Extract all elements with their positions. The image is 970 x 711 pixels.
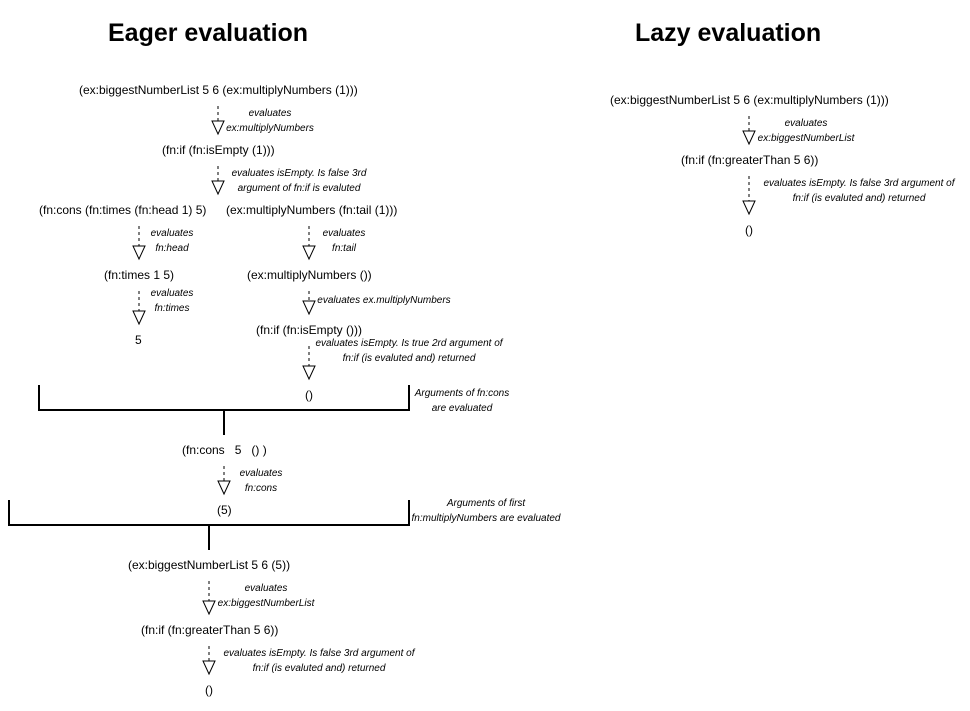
bracket-fn-cons-note-line-2: are evaluated: [431, 403, 493, 414]
eager-expr-11: (): [205, 683, 213, 697]
eager-note-5b-line-2: fn:if (is evaluted and) returned: [342, 353, 476, 364]
arrow-lazy-1: [742, 116, 756, 146]
eager-note-2: evaluates isEmpty. Is false 3rd argument…: [227, 166, 371, 196]
lazy-note-2: evaluates isEmpty. Is false 3rd argument…: [760, 176, 958, 206]
bracket-multiply-numbers-arguments: [8, 500, 410, 550]
eager-expr-4a: (fn:times 1 5): [104, 268, 175, 282]
eager-note-3a: evaluates fn:head: [146, 226, 198, 256]
eager-expr-5a: 5: [135, 333, 142, 347]
arrow-eager-3b: [302, 226, 316, 261]
eager-note-7: evaluates fn:cons: [236, 466, 286, 496]
eager-note-1-line-2: ex:multiplyNumbers: [226, 123, 314, 134]
eager-note-3a-line-1: evaluates: [150, 228, 194, 239]
eager-note-1: evaluates ex:multiplyNumbers: [218, 106, 322, 136]
arrow-eager-3a: [132, 226, 146, 261]
eager-note-4a-line-1: evaluates: [150, 288, 194, 299]
bracket-multiply-numbers-note-line-2: fn:multiplyNumbers are evaluated: [411, 513, 561, 524]
lazy-expr-2: (fn:if (fn:greaterThan 5 6)): [681, 153, 819, 167]
arrow-eager-9: [202, 581, 216, 616]
eager-note-10: evaluates isEmpty. Is false 3rd argument…: [221, 646, 417, 676]
lazy-note-1-line-2: ex:biggestNumberList: [757, 133, 855, 144]
arrow-eager-7: [217, 466, 231, 496]
arrow-eager-10: [202, 646, 216, 676]
arrow-eager-2: [211, 166, 225, 196]
eager-expr-3b: (ex:multiplyNumbers (fn:tail (1))): [226, 203, 398, 217]
bracket-fn-cons-note: Arguments of fn:cons are evaluated: [412, 386, 512, 416]
bracket-fn-cons-note-line-1: Arguments of fn:cons: [414, 388, 510, 399]
eager-note-3b-line-1: evaluates: [322, 228, 366, 239]
eager-note-4a-line-2: fn:times: [154, 303, 190, 314]
eager-note-3b: evaluates fn:tail: [318, 226, 370, 256]
eager-note-9-line-1: evaluates: [244, 583, 288, 594]
eager-note-1-line-1: evaluates: [248, 108, 292, 119]
eager-note-9-line-2: ex:biggestNumberList: [217, 598, 315, 609]
eager-expr-6b: (): [305, 388, 313, 402]
title-eager: Eager evaluation: [108, 19, 309, 47]
eager-note-5b: evaluates isEmpty. Is true 2rd argument …: [314, 336, 504, 366]
lazy-note-1: evaluates ex:biggestNumberList: [756, 116, 856, 146]
eager-note-4a: evaluates fn:times: [146, 286, 198, 316]
eager-expr-8: (5): [217, 503, 232, 517]
eager-note-7-line-1: evaluates: [239, 468, 283, 479]
bracket-multiply-numbers-note: Arguments of first fn:multiplyNumbers ar…: [411, 496, 561, 526]
arrow-eager-5b: [302, 346, 316, 381]
eager-expr-5b: (fn:if (fn:isEmpty ())): [256, 323, 363, 337]
eager-note-9: evaluates ex:biggestNumberList: [216, 581, 316, 611]
eager-expr-2: (fn:if (fn:isEmpty (1))): [162, 143, 275, 157]
eager-note-4b-line-1: evaluates ex.multiplyNumbers: [317, 295, 451, 306]
eager-note-10-line-1: evaluates isEmpty. Is false 3rd argument…: [223, 648, 415, 659]
eager-note-5b-line-1: evaluates isEmpty. Is true 2rd argument …: [315, 338, 503, 349]
lazy-note-2-line-2: fn:if (is evaluted and) returned: [792, 193, 926, 204]
lazy-expr-1: (ex:biggestNumberList 5 6 (ex:multiplyNu…: [610, 93, 889, 107]
eager-expr-4b: (ex:multiplyNumbers ()): [247, 268, 372, 282]
eager-expr-9: (ex:biggestNumberList 5 6 (5)): [128, 558, 291, 572]
title-lazy: Lazy evaluation: [635, 19, 822, 47]
eager-expr-1: (ex:biggestNumberList 5 6 (ex:multiplyNu…: [79, 83, 358, 97]
eager-expr-10: (fn:if (fn:greaterThan 5 6)): [141, 623, 279, 637]
bracket-fn-cons-arguments: [38, 385, 410, 435]
bracket-multiply-numbers-note-line-1: Arguments of first: [446, 498, 526, 509]
eager-note-3a-line-2: fn:head: [155, 243, 189, 254]
eager-note-3b-line-2: fn:tail: [332, 243, 356, 254]
eager-note-7-line-2: fn:cons: [244, 483, 278, 494]
arrow-eager-4b: [302, 291, 316, 316]
eager-note-4b: evaluates ex.multiplyNumbers: [316, 293, 452, 308]
eager-note-2-line-1: evaluates isEmpty. Is false 3rd: [231, 168, 367, 179]
eager-note-2-line-2: argument of fn:if is evaluted: [237, 183, 361, 194]
lazy-note-1-line-1: evaluates: [784, 118, 828, 129]
arrow-lazy-2: [742, 176, 756, 216]
eager-expr-7: (fn:cons 5 () ): [182, 443, 267, 457]
eager-note-10-line-2: fn:if (is evaluted and) returned: [252, 663, 386, 674]
arrow-eager-4a: [132, 291, 146, 326]
lazy-expr-3: (): [745, 223, 753, 237]
eager-expr-3a: (fn:cons (fn:times (fn:head 1) 5): [39, 203, 207, 217]
lazy-note-2-line-1: evaluates isEmpty. Is false 3rd argument…: [763, 178, 955, 189]
arrow-eager-1: [211, 106, 225, 136]
